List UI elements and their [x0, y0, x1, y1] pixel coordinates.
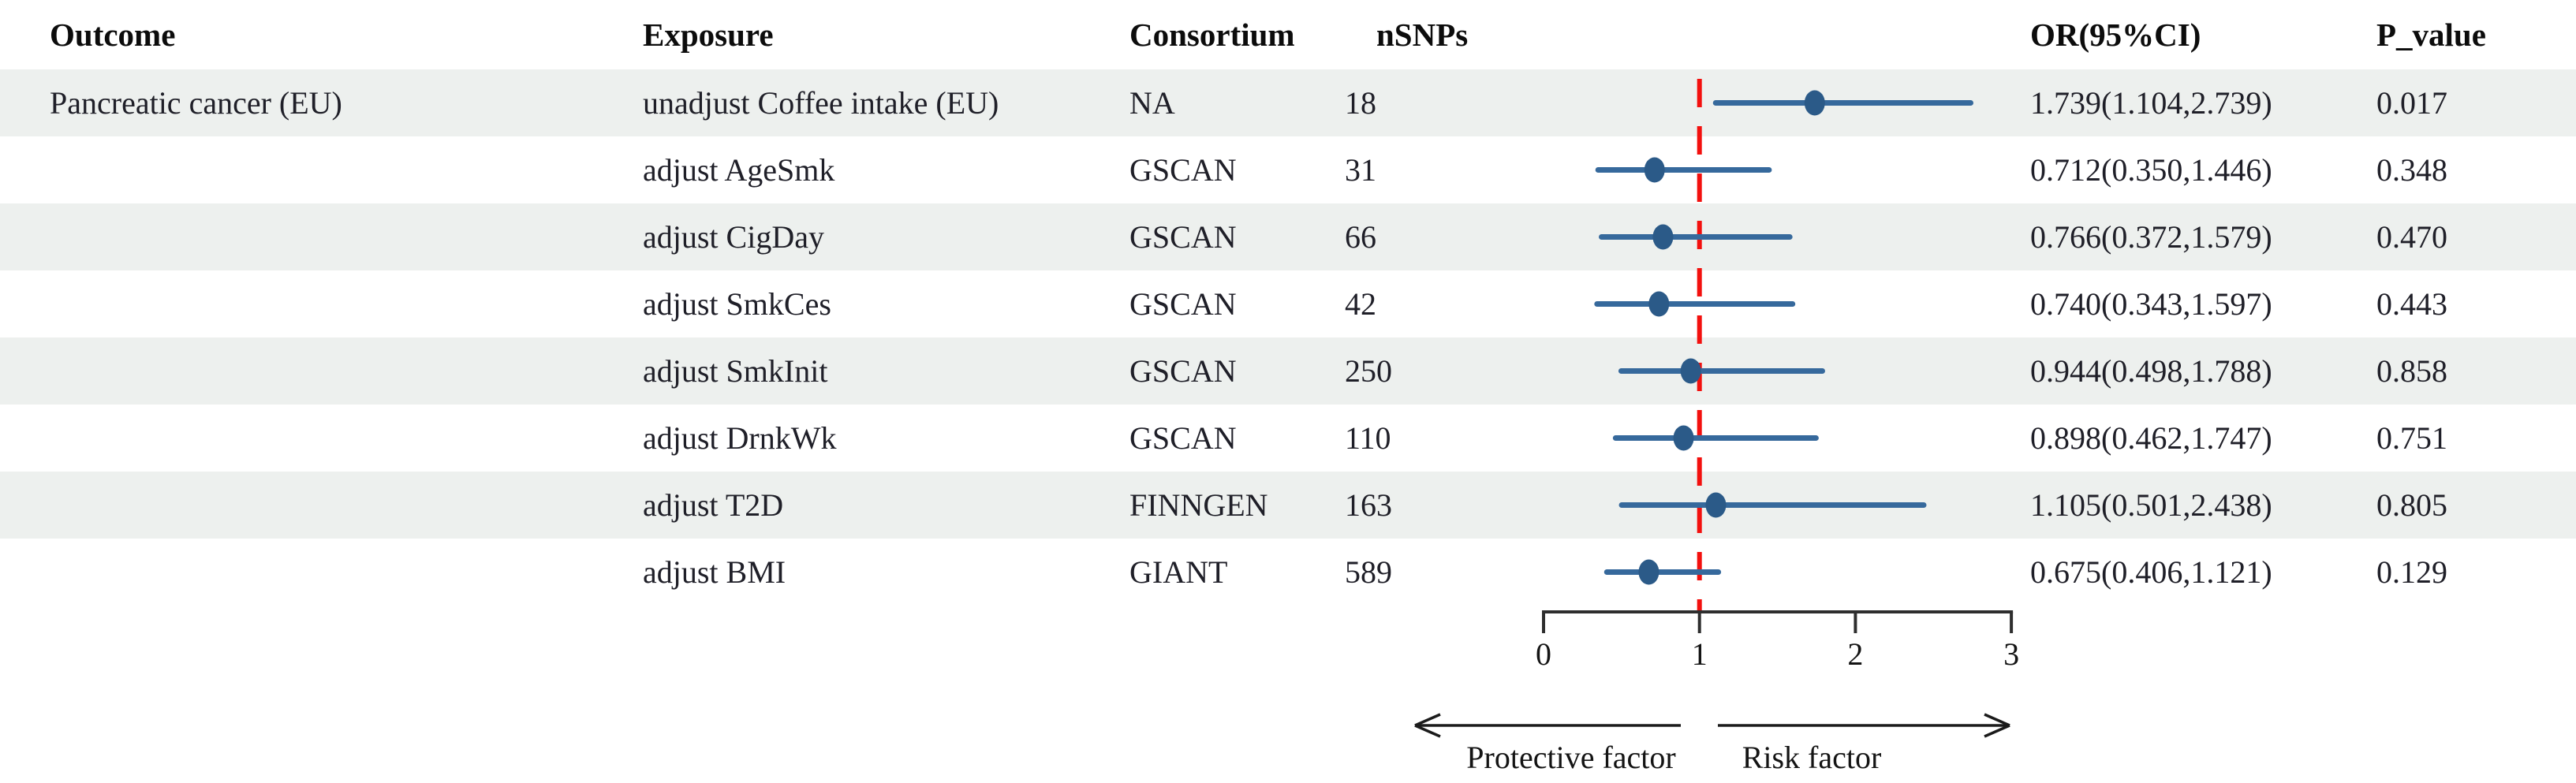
- x-tick-label: 2: [1847, 636, 1864, 672]
- nsnps-cell: 589: [1345, 554, 1392, 590]
- x-tick-label: 0: [1536, 636, 1551, 672]
- consortium-cell: GSCAN: [1129, 219, 1237, 255]
- p-value-cell: 0.751: [2376, 420, 2447, 456]
- nsnps-cell: 110: [1345, 420, 1391, 456]
- risk-arrowhead: [1984, 713, 2010, 727]
- table-row: adjust DrnkWk GSCAN 110 0.898(0.462,1.74…: [0, 405, 2576, 472]
- or-ci-cell: 0.898(0.462,1.747): [2030, 420, 2272, 456]
- or-ci-cell: 0.712(0.350,1.446): [2030, 152, 2272, 188]
- column-header-nsnps: nSNPs: [1376, 17, 1469, 53]
- exposure-cell: adjust SmkInit: [643, 353, 828, 389]
- protective-factor-label: Protective factor: [1466, 740, 1676, 775]
- consortium-cell: FINNGEN: [1129, 487, 1268, 523]
- nsnps-cell: 31: [1345, 152, 1376, 188]
- outcome-cell: Pancreatic cancer (EU): [50, 85, 342, 121]
- p-value-cell: 0.443: [2376, 286, 2447, 322]
- p-value-cell: 0.470: [2376, 219, 2447, 255]
- table-row: adjust T2D FINNGEN 163 1.105(0.501,2.438…: [0, 472, 2576, 539]
- x-tick-label: 1: [1691, 636, 1708, 672]
- protective-arrowhead: [1414, 713, 1441, 727]
- p-value-cell: 0.017: [2376, 85, 2447, 121]
- column-header-consortium: Consortium: [1129, 17, 1295, 53]
- p-value-cell: 0.805: [2376, 487, 2447, 523]
- risk-factor-label: Risk factor: [1742, 740, 1882, 775]
- or-ci-cell: 0.675(0.406,1.121): [2030, 554, 2272, 590]
- p-value-cell: 0.858: [2376, 353, 2447, 389]
- exposure-cell: adjust AgeSmk: [643, 152, 835, 188]
- column-header-p-value: P_value: [2376, 17, 2486, 53]
- table-row: adjust BMI GIANT 589 0.675(0.406,1.121) …: [0, 539, 2576, 606]
- table-row: adjust CigDay GSCAN 66 0.766(0.372,1.579…: [0, 203, 2576, 270]
- consortium-cell: GSCAN: [1129, 152, 1237, 188]
- table-row: adjust SmkInit GSCAN 250 0.944(0.498,1.7…: [0, 337, 2576, 405]
- x-tick-label: 3: [2003, 636, 2020, 672]
- nsnps-cell: 163: [1345, 487, 1392, 523]
- consortium-cell: GSCAN: [1129, 286, 1237, 322]
- consortium-cell: GIANT: [1129, 554, 1228, 590]
- column-header-exposure: Exposure: [643, 17, 774, 53]
- nsnps-cell: 250: [1345, 353, 1392, 389]
- column-header-outcome: Outcome: [50, 17, 176, 53]
- exposure-cell: adjust CigDay: [643, 219, 824, 255]
- nsnps-cell: 42: [1345, 286, 1376, 322]
- p-value-cell: 0.129: [2376, 554, 2447, 590]
- exposure-cell: adjust BMI: [643, 554, 786, 590]
- consortium-cell: NA: [1129, 85, 1175, 121]
- column-header-or-ci: OR(95%CI): [2030, 17, 2201, 53]
- risk-arrowhead: [1984, 724, 2010, 738]
- table-row: adjust AgeSmk GSCAN 31 0.712(0.350,1.446…: [0, 136, 2576, 203]
- protective-arrowhead: [1414, 724, 1441, 738]
- p-value-cell: 0.348: [2376, 152, 2447, 188]
- exposure-cell: adjust T2D: [643, 487, 784, 523]
- or-ci-cell: 0.740(0.343,1.597): [2030, 286, 2272, 322]
- consortium-cell: GSCAN: [1129, 353, 1237, 389]
- or-ci-cell: 0.766(0.372,1.579): [2030, 219, 2272, 255]
- nsnps-cell: 18: [1345, 85, 1376, 121]
- table-row: adjust SmkCes GSCAN 42 0.740(0.343,1.597…: [0, 270, 2576, 337]
- consortium-cell: GSCAN: [1129, 420, 1237, 456]
- or-ci-cell: 0.944(0.498,1.788): [2030, 353, 2272, 389]
- exposure-cell: unadjust Coffee intake (EU): [643, 85, 999, 121]
- exposure-cell: adjust DrnkWk: [643, 420, 837, 456]
- table-header: Outcome Exposure Consortium nSNPs OR(95%…: [0, 0, 2576, 69]
- or-ci-cell: 1.105(0.501,2.438): [2030, 487, 2272, 523]
- nsnps-cell: 66: [1345, 219, 1376, 255]
- or-ci-cell: 1.739(1.104,2.739): [2030, 85, 2272, 121]
- exposure-cell: adjust SmkCes: [643, 286, 831, 322]
- table-row: Pancreatic cancer (EU) unadjust Coffee i…: [0, 69, 2576, 136]
